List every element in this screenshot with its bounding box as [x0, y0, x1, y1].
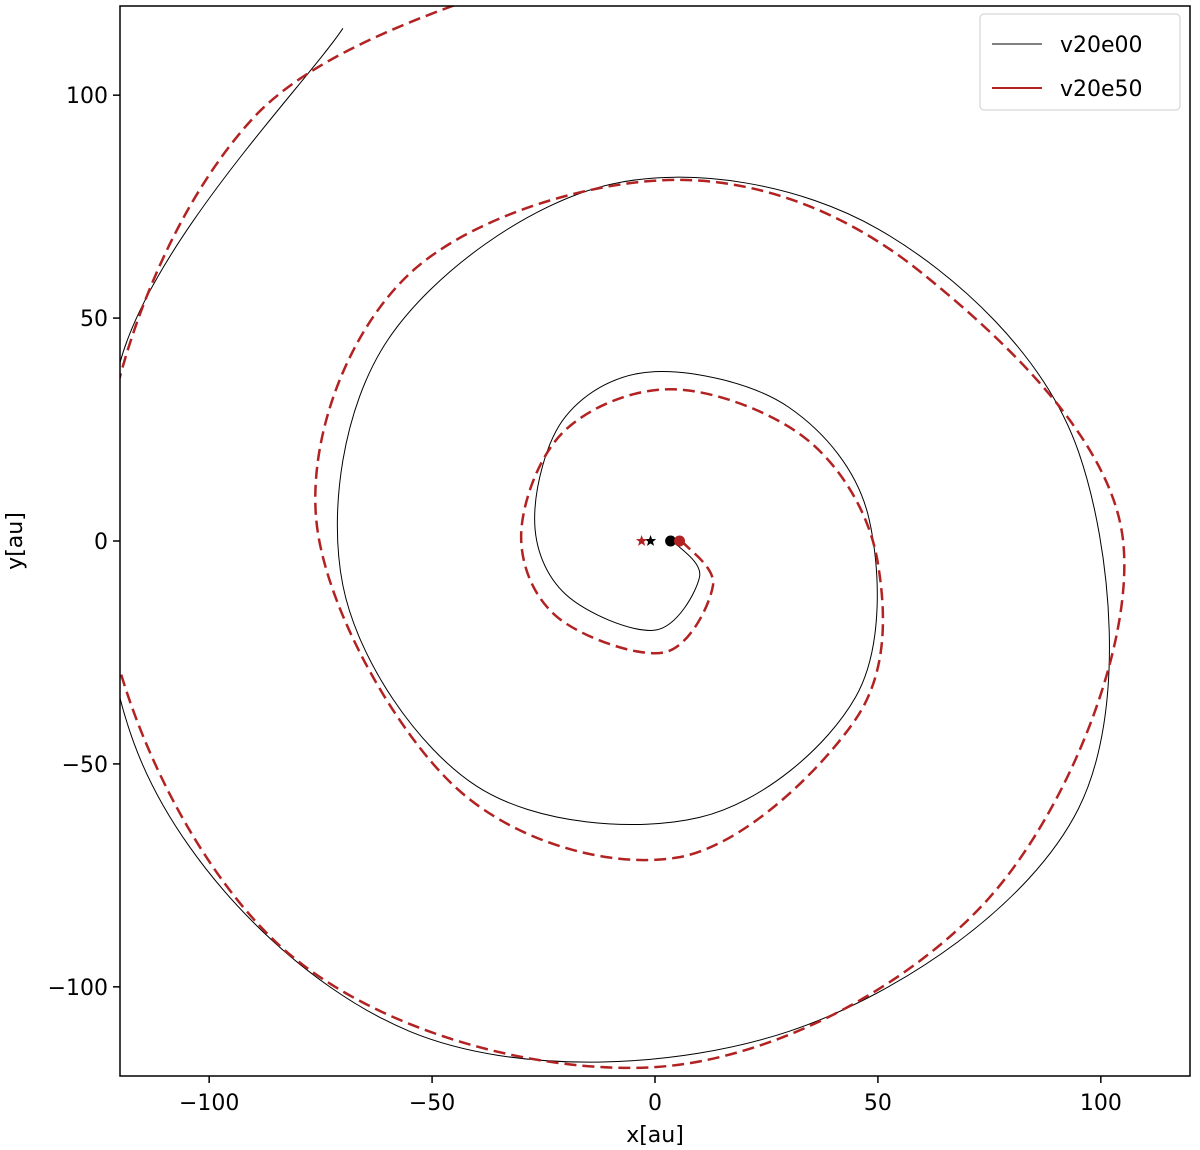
- y-tick-label: −100: [48, 976, 108, 1001]
- y-axis-label: y[au]: [3, 512, 28, 570]
- legend-label: v20e50: [1060, 77, 1143, 102]
- y-tick-label: 50: [80, 307, 108, 332]
- planet-marker: [665, 535, 677, 547]
- planet-marker: [674, 535, 686, 547]
- plot-frame: [119, 5, 1191, 1077]
- x-tick-label: 50: [864, 1091, 892, 1116]
- y-tick-label: 100: [66, 84, 108, 109]
- star-marker: [644, 535, 657, 546]
- spiral-line: [120, 28, 1110, 1063]
- y-tick-label: −50: [62, 753, 108, 778]
- y-tick-label: 0: [94, 530, 108, 555]
- spiral-line: [120, 6, 1126, 1070]
- x-tick-label: 100: [1080, 1091, 1122, 1116]
- x-tick-label: −50: [409, 1091, 455, 1116]
- x-tick-label: −100: [179, 1091, 239, 1116]
- x-tick-label: 0: [648, 1091, 662, 1116]
- star-marker: [635, 535, 648, 546]
- legend-box: [979, 13, 1181, 111]
- legend-label: v20e00: [1060, 33, 1143, 58]
- x-axis-label: x[au]: [626, 1123, 684, 1148]
